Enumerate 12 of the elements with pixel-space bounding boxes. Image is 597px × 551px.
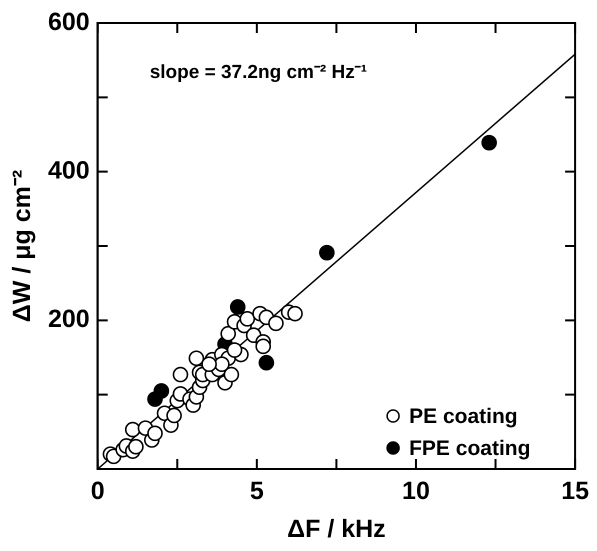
legend-label: PE coating (409, 404, 518, 428)
x-tick-label: 10 (402, 476, 430, 505)
legend-label: FPE coating (409, 436, 530, 460)
y-axis-title: ΔW / μg cm⁻² (8, 170, 36, 322)
y-tick-label: 400 (48, 156, 90, 185)
x-tick-label: 0 (90, 476, 105, 505)
y-tick-label: 200 (48, 305, 90, 334)
y-tick-label: 600 (48, 8, 90, 36)
annotation: slope = 37.2ng cm⁻² Hz⁻¹ (150, 62, 368, 84)
x-tick-label: 5 (250, 476, 264, 505)
x-axis-title: ΔF / kHz (287, 514, 386, 543)
x-tick-label: 15 (561, 476, 590, 505)
